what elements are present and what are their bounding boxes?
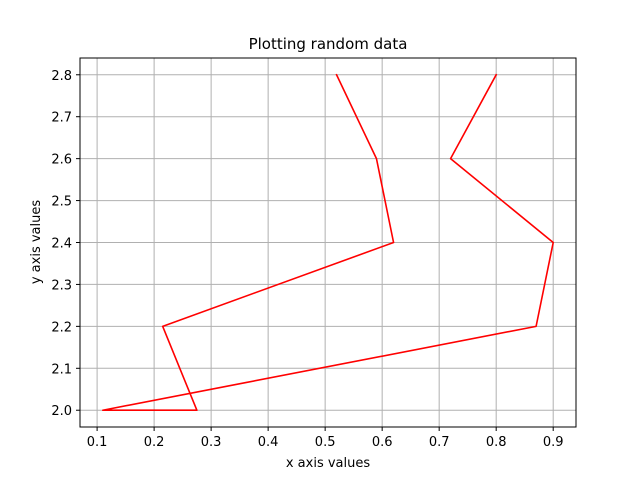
x-tick-label: 0.1: [87, 435, 108, 450]
x-tick-label: 0.7: [429, 435, 450, 450]
y-tick-label: 2.5: [51, 195, 72, 210]
x-tick-label: 0.6: [372, 435, 393, 450]
series-layer: [102, 73, 555, 412]
x-tick-label: 0.4: [258, 435, 279, 450]
y-tick-label: 2.2: [51, 320, 72, 335]
chart-title: Plotting random data: [249, 35, 408, 53]
y-tick-label: 2.6: [51, 153, 72, 168]
y-tick-label: 2.8: [51, 69, 72, 84]
x-tick-label: 0.8: [486, 435, 507, 450]
x-axis: 0.1 0.2 0.3 0.4 0.5 0.6 0.7 0.8 0.9: [87, 427, 564, 450]
y-tick-label: 2.0: [51, 404, 72, 419]
y-axis: 2.0 2.1 2.2 2.3 2.4 2.5 2.6 2.7 2.8: [51, 69, 80, 419]
y-tick-label: 2.3: [51, 278, 72, 293]
y-tick-label: 2.7: [51, 111, 72, 126]
y-tick-label: 2.4: [51, 237, 72, 252]
x-axis-label: x axis values: [286, 456, 371, 471]
series-line: [102, 73, 555, 412]
y-tick-label: 2.1: [51, 362, 72, 377]
x-tick-label: 0.2: [144, 435, 165, 450]
y-axis-label: y axis values: [29, 200, 44, 285]
x-tick-label: 0.3: [201, 435, 222, 450]
x-tick-label: 0.9: [543, 435, 564, 450]
x-tick-label: 0.5: [315, 435, 336, 450]
